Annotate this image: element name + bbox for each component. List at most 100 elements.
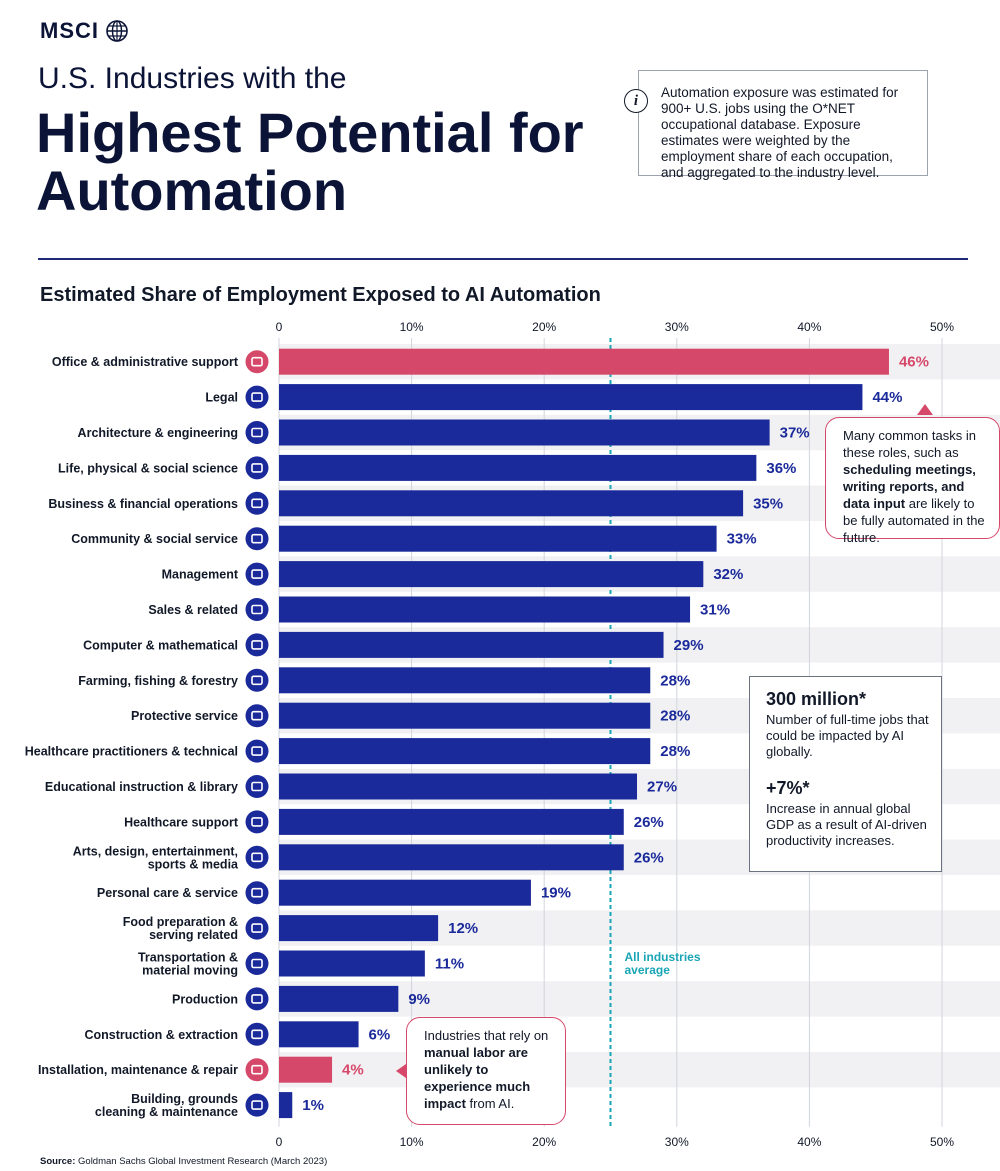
x-tick-label-bottom: 10% — [400, 1135, 424, 1149]
office-callout: Many common tasks in these roles, such a… — [825, 417, 1000, 545]
oil-rig-icon — [245, 1022, 269, 1046]
category-label: Educational instruction & library — [45, 780, 238, 794]
source-label: Source: — [40, 1156, 76, 1167]
robot-arm-icon-glyph — [251, 1064, 263, 1075]
robot-arm-icon — [245, 1058, 269, 1082]
category-label: Architecture & engineering — [78, 426, 238, 440]
category-label: Arts, design, entertainment, — [73, 844, 238, 858]
category-label: cleaning & maintenance — [95, 1105, 238, 1119]
source-text: Goldman Sachs Global Investment Research… — [78, 1156, 328, 1167]
stats-box: 300 million* Number of full-time jobs th… — [749, 676, 942, 872]
bar — [279, 1056, 333, 1083]
city-icon-glyph — [251, 1100, 263, 1110]
page-subtitle: U.S. Industries with the — [38, 62, 347, 95]
category-label: Building, grounds — [131, 1092, 238, 1106]
bar — [279, 631, 664, 658]
truck-icon — [245, 952, 269, 975]
bar — [279, 985, 399, 1012]
installation-callout-text-post: from AI. — [465, 1096, 515, 1111]
lock-icon — [245, 704, 269, 728]
installation-callout: Industries that rely on manual labor are… — [406, 1017, 566, 1125]
community-icon — [245, 527, 269, 551]
x-tick-label-top: 0 — [276, 320, 283, 334]
sales-chart-icon — [245, 598, 269, 621]
bar — [279, 808, 624, 835]
category-label: Business & financial operations — [48, 497, 238, 511]
value-label: 44% — [872, 389, 902, 406]
factory-icon-glyph — [251, 994, 263, 1004]
value-label: 28% — [660, 672, 690, 689]
value-label: 36% — [766, 460, 796, 477]
category-label: Production — [172, 992, 238, 1006]
factory-icon — [245, 987, 269, 1011]
document-icon-glyph — [251, 569, 263, 579]
heart-icon — [245, 810, 269, 834]
category-label: serving related — [149, 928, 238, 942]
handshake-icon-glyph — [251, 498, 263, 509]
office-callout-text-post: are likely to be fully automated in the … — [843, 496, 985, 545]
value-label: 12% — [448, 920, 478, 937]
x-tick-label-bottom: 40% — [797, 1135, 821, 1149]
category-label: sports & media — [148, 857, 239, 871]
building-icon-glyph — [251, 427, 263, 438]
stat-jobs-desc: Number of full-time jobs that could be i… — [766, 712, 929, 759]
bar — [279, 915, 439, 942]
bar — [279, 844, 624, 871]
category-label: Construction & extraction — [85, 1028, 239, 1042]
row-stripe — [279, 1052, 1000, 1088]
value-label: 37% — [780, 425, 810, 442]
category-label: Office & administrative support — [52, 355, 239, 369]
category-label: Sales & related — [148, 603, 238, 617]
bar — [279, 1092, 293, 1119]
globe-icon — [106, 20, 128, 42]
category-label: Legal — [205, 391, 238, 405]
value-label: 26% — [634, 814, 664, 831]
value-label: 19% — [541, 885, 571, 902]
bar — [279, 702, 651, 729]
bar — [279, 454, 757, 481]
source-note: Source: Goldman Sachs Global Investment … — [40, 1156, 327, 1167]
x-tick-label-bottom: 0 — [276, 1135, 283, 1149]
molecule-icon — [245, 456, 269, 480]
category-label: Personal care & service — [97, 886, 238, 900]
stat-gdp-desc: Increase in annual global GDP as a resul… — [766, 801, 927, 848]
bar — [279, 879, 531, 906]
molecule-icon-glyph — [251, 463, 263, 473]
value-label: 1% — [302, 1097, 324, 1114]
computer-icon — [245, 633, 269, 657]
bar — [279, 950, 425, 977]
lock-icon-glyph — [251, 710, 263, 721]
bar — [279, 419, 770, 446]
category-label: Transportation & — [138, 951, 238, 965]
gamepad-icon — [245, 845, 269, 869]
x-tick-label-top: 20% — [532, 320, 556, 334]
x-tick-label-bottom: 50% — [930, 1135, 954, 1149]
value-label: 6% — [369, 1026, 391, 1043]
brand-logo: MSCI — [40, 18, 129, 44]
value-label: 26% — [634, 849, 664, 866]
stat-gdp-value: +7%* — [766, 778, 810, 798]
oil-rig-icon-glyph — [251, 1029, 263, 1040]
value-label: 32% — [713, 566, 743, 583]
category-label: Protective service — [131, 709, 238, 723]
office-icon-glyph — [251, 356, 263, 367]
food-icon-glyph — [251, 923, 263, 933]
food-icon — [245, 916, 269, 940]
handshake-icon — [245, 491, 269, 515]
value-label: 11% — [435, 956, 464, 973]
value-label: 9% — [408, 991, 430, 1008]
gavel-icon — [245, 385, 269, 409]
chart-title: Estimated Share of Employment Exposed to… — [40, 284, 601, 306]
heart-icon-glyph — [251, 817, 263, 827]
bar — [279, 1021, 359, 1048]
title-divider — [38, 258, 968, 260]
sales-chart-icon-glyph — [251, 604, 263, 615]
page-title: Highest Potential for Automation — [36, 101, 584, 222]
info-icon: i — [624, 89, 648, 113]
gavel-icon-glyph — [251, 392, 263, 402]
stethoscope-icon — [245, 739, 269, 763]
row-stripe — [279, 981, 1000, 1017]
x-tick-label-top: 30% — [665, 320, 689, 334]
truck-icon-glyph — [251, 958, 263, 969]
